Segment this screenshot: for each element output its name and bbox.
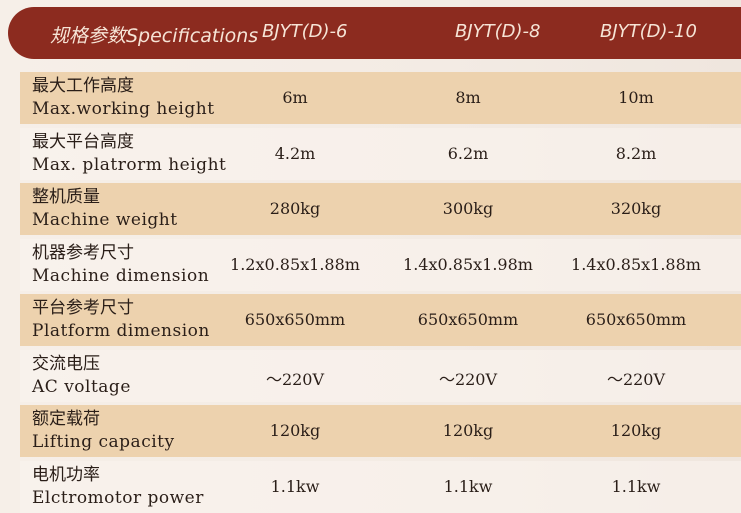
spec-label-zh: 机器参考尺寸 xyxy=(32,242,134,263)
spec-value: 8.2m xyxy=(615,143,657,163)
spec-label-zh: 最大平台高度 xyxy=(32,131,134,152)
spec-row: 额定载荷 Lifting capacity 120kg 120kg 120kg xyxy=(20,405,741,457)
spec-label-en: Max. platrorm height xyxy=(32,154,227,175)
model-header-8: BJYT(D)-8 xyxy=(455,21,541,42)
spec-value: 120kg xyxy=(442,421,494,440)
spec-label-zh: 额定载荷 xyxy=(32,409,100,429)
spec-label-en: Machine dimension xyxy=(32,265,210,286)
spec-label: 最大工作高度 Max.working height xyxy=(32,75,215,121)
spec-value: 120kg xyxy=(610,421,662,440)
spec-label: 电机功率 Elctromotor power xyxy=(32,464,204,510)
spec-label-en: Elctromotor power xyxy=(32,487,204,508)
spec-label-zh: 交流电压 xyxy=(32,353,100,374)
spec-label-zh: 平台参考尺寸 xyxy=(32,298,134,318)
spec-value: 4.2m xyxy=(274,143,316,163)
spec-value: ～220V xyxy=(265,369,325,389)
spec-value: 320kg xyxy=(610,199,662,218)
spec-value: 650x650mm xyxy=(585,310,687,329)
spec-label-zh: 整机质量 xyxy=(32,187,100,207)
spec-value: 1.1kw xyxy=(270,476,320,496)
spec-value: 280kg xyxy=(269,199,321,218)
model-header-6: BJYT(D)-6 xyxy=(262,21,348,42)
spec-value: ～220V xyxy=(606,369,666,389)
spec-row: 机器参考尺寸 Machine dimension 1.2x0.85x1.88m 1.4… xyxy=(20,238,741,291)
spec-label-zh: 最大工作高度 xyxy=(32,76,134,96)
spec-value: 6.2m xyxy=(447,143,489,163)
spec-value: ～220V xyxy=(438,369,498,389)
spec-label-en: Machine weight xyxy=(32,210,178,230)
spec-label-en: Max.working height xyxy=(32,99,215,119)
header-title: 规格参数Specifications xyxy=(50,25,259,47)
spec-value: 1.4x0.85x1.88m xyxy=(571,254,701,274)
spec-value: 650x650mm xyxy=(244,310,346,329)
spec-value: 300kg xyxy=(442,199,494,218)
spec-value: 1.1kw xyxy=(443,476,493,496)
spec-table-header: 规格参数Specifications BJYT(D)-6 BJYT(D)-8 B… xyxy=(8,7,741,59)
spec-label: 交流电压 AC voltage xyxy=(32,353,131,399)
spec-label-en: AC voltage xyxy=(32,376,131,397)
spec-label-en: Lifting capacity xyxy=(32,432,175,452)
spec-value: 1.2x0.85x1.88m xyxy=(230,254,360,274)
spec-label: 额定载荷 Lifting capacity xyxy=(32,408,175,454)
spec-row: 电机功率 Elctromotor power 1.1kw 1.1kw 1.1kw xyxy=(20,460,741,513)
spec-row: 交流电压 AC voltage ～220V ～220V ～220V xyxy=(20,349,741,402)
spec-label: 平台参考尺寸 Platform dimension xyxy=(32,297,210,343)
spec-value: 650x650mm xyxy=(417,310,519,329)
spec-value: 120kg xyxy=(269,421,321,440)
spec-label-zh: 电机功率 xyxy=(32,464,100,485)
spec-row: 最大工作高度 Max.working height 6m 8m 10m xyxy=(20,72,741,124)
spec-row: 整机质量 Machine weight 280kg 300kg 320kg xyxy=(20,183,741,235)
spec-value: 6m xyxy=(282,88,308,107)
spec-value: 8m xyxy=(455,88,481,107)
spec-row: 最大平台高度 Max. platrorm height 4.2m 6.2m 8.2m xyxy=(20,127,741,180)
spec-label: 机器参考尺寸 Machine dimension xyxy=(32,242,209,288)
spec-label-en: Platform dimension xyxy=(32,321,210,341)
spec-value: 1.1kw xyxy=(611,476,661,496)
model-header-10: BJYT(D)-10 xyxy=(600,21,697,42)
spec-label: 最大平台高度 Max. platrorm height xyxy=(32,131,226,177)
spec-value: 1.4x0.85x1.98m xyxy=(403,254,533,274)
spec-label: 整机质量 Machine weight xyxy=(32,186,178,232)
spec-value: 10m xyxy=(618,88,654,107)
spec-row: 平台参考尺寸 Platform dimension 650x650mm 650x650… xyxy=(20,294,741,346)
